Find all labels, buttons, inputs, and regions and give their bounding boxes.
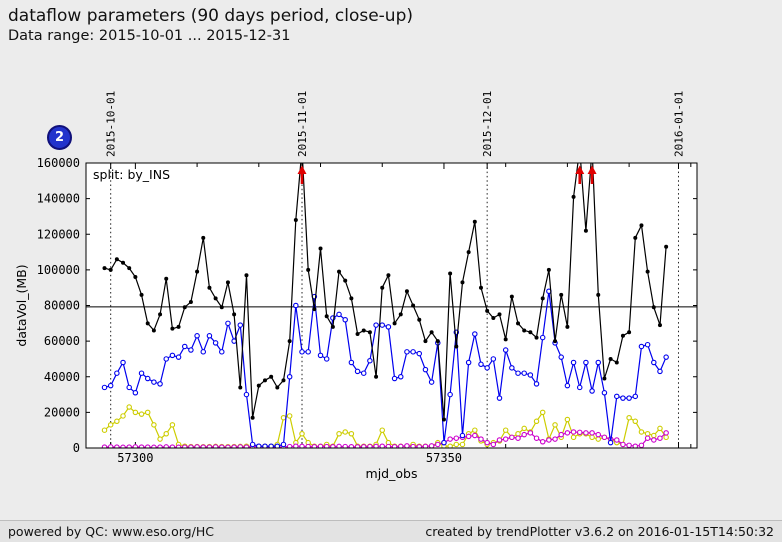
svg-text:100000: 100000 (37, 263, 80, 277)
svg-text:2015-10-01: 2015-10-01 (105, 91, 118, 157)
svg-text:0: 0 (73, 441, 80, 455)
svg-text:mjd_obs: mjd_obs (366, 466, 418, 481)
svg-text:57350: 57350 (426, 451, 462, 465)
svg-text:120000: 120000 (37, 227, 80, 241)
footer-created-by: created by trendPlotter v3.6.2 on 2016-0… (425, 524, 774, 539)
page-title: dataflow parameters (90 days period, clo… (8, 6, 413, 26)
header: dataflow parameters (90 days period, clo… (8, 6, 413, 46)
footer-powered-by: powered by QC: www.eso.org/HC (8, 524, 214, 539)
step-badge[interactable]: 2 (47, 125, 72, 150)
svg-text:60000: 60000 (44, 334, 80, 348)
svg-text:57300: 57300 (117, 451, 153, 465)
svg-text:40000: 40000 (44, 370, 80, 384)
svg-text:160000: 160000 (37, 156, 80, 170)
svg-text:140000: 140000 (37, 192, 80, 206)
svg-text:80000: 80000 (44, 299, 80, 313)
chart-area: 0 20000 40000 60000 80000 100000 120000 140000 1… (14, 91, 698, 481)
svg-text:split: by_INS: split: by_INS (93, 167, 170, 182)
svg-text:20000: 20000 (44, 405, 80, 419)
date-range-subtitle: Data range: 2015-10-01 ... 2015-12-31 (8, 28, 291, 44)
svg-text:2015-11-01: 2015-11-01 (296, 91, 309, 157)
footer-bar: powered by QC: www.eso.org/HC created by… (0, 520, 782, 542)
svg-text:dataVol_(MB): dataVol_(MB) (14, 264, 29, 346)
svg-text:2015-12-01: 2015-12-01 (481, 91, 494, 157)
svg-text:2016-01-01: 2016-01-01 (672, 91, 685, 157)
trend-chart: 0 20000 40000 60000 80000 100000 120000 140000 1… (14, 91, 698, 481)
